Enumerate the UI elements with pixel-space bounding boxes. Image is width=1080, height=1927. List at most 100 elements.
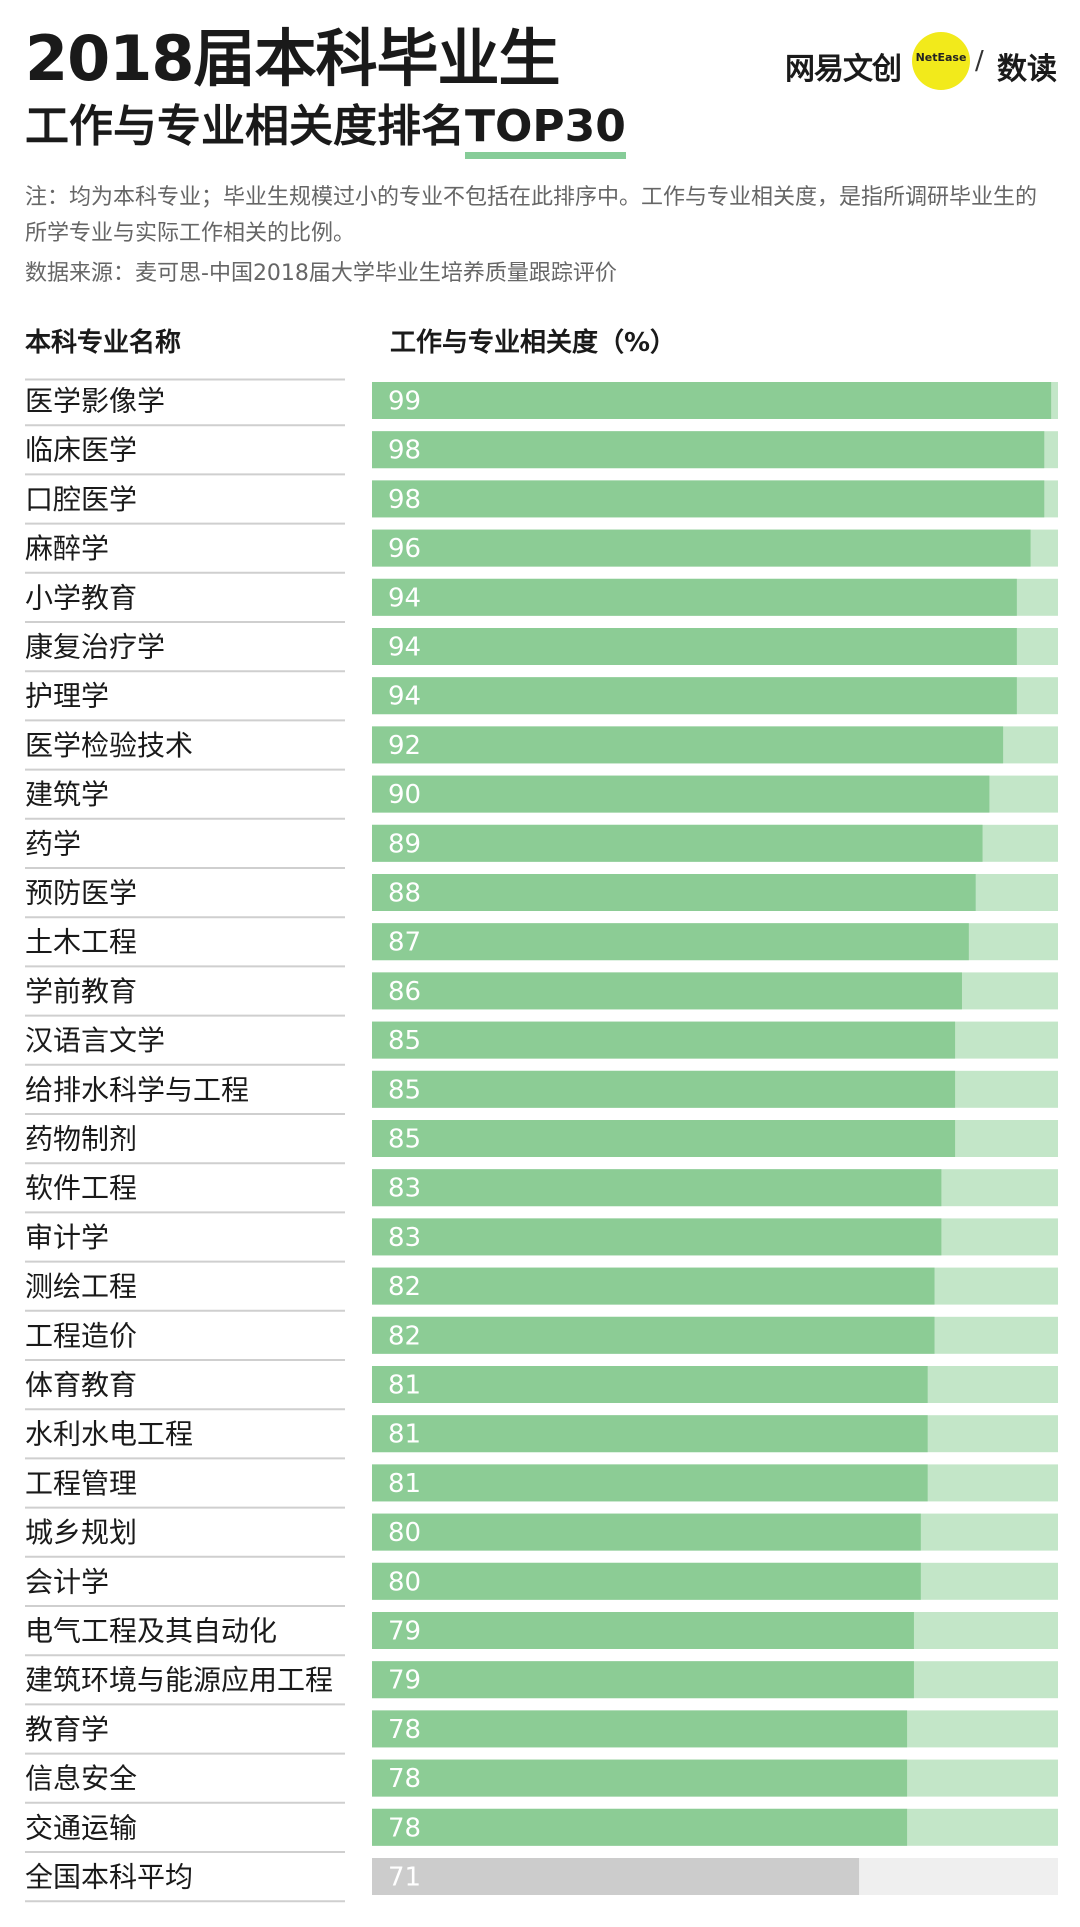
header: 2018届本科毕业生 工作与专业相关度排名TOP30 网易文创 NetEase …: [25, 22, 1057, 172]
bar: [372, 1021, 956, 1059]
category-label: 教育学: [25, 1713, 109, 1746]
data-label: 94: [388, 682, 421, 712]
bar: [372, 529, 1031, 567]
category-label: 工程管理: [25, 1467, 137, 1500]
title-highlight-top30: TOP30: [465, 102, 626, 159]
data-label: 80: [388, 1518, 421, 1548]
category-label: 麻醉学: [25, 532, 109, 565]
title-line-2: 工作与专业相关度排名TOP30: [25, 100, 626, 159]
category-label: 土木工程: [25, 926, 137, 959]
brand-shudu: 数读: [997, 52, 1057, 87]
data-label: 98: [388, 436, 421, 466]
bar: [372, 1366, 928, 1403]
data-label: 81: [388, 1420, 421, 1450]
bar: [372, 1710, 908, 1748]
bar: [372, 923, 969, 961]
category-label: 康复治疗学: [25, 631, 165, 664]
bar: [372, 824, 983, 862]
category-label: 汉语言文学: [25, 1024, 165, 1057]
brand-netease-text: NetEase: [915, 51, 967, 64]
category-label: 给排水科学与工程: [25, 1073, 249, 1106]
bar: [372, 677, 1017, 715]
bar: [372, 578, 1017, 616]
bar: [372, 1218, 942, 1256]
data-label: 82: [388, 1272, 421, 1302]
bar: [372, 775, 990, 813]
bar: [372, 628, 1017, 665]
bar: [372, 1513, 921, 1551]
bar: [372, 1759, 908, 1797]
category-label: 体育教育: [25, 1369, 137, 1402]
category-label: 临床医学: [25, 434, 137, 467]
bar: [372, 1070, 956, 1108]
data-label: 78: [388, 1813, 421, 1843]
average-bar: [372, 1858, 860, 1895]
column-header-relevance: 工作与专业相关度（%）: [390, 328, 677, 358]
category-label: 建筑学: [25, 778, 109, 811]
category-label: 电气工程及其自动化: [25, 1615, 277, 1648]
data-label: 90: [388, 780, 421, 810]
bar: [372, 1267, 935, 1305]
data-label: 83: [388, 1174, 421, 1204]
source-text: 数据来源：麦可思-中国2018届大学毕业生培养质量跟踪评价: [25, 261, 617, 286]
brand-logo: 网易文创 NetEase / 数读: [785, 32, 1057, 92]
category-label: 城乡规划: [25, 1516, 137, 1549]
bar: [372, 1612, 914, 1649]
bar: [372, 480, 1045, 518]
data-label: 92: [388, 731, 421, 761]
bar: [372, 431, 1045, 469]
notes: 注：均为本科专业；毕业生规模过小的专业不包括在此排序中。工作与专业相关度，是指所…: [25, 180, 1055, 292]
data-label: 86: [388, 977, 421, 1007]
data-label: 79: [388, 1617, 421, 1647]
data-label: 99: [388, 387, 421, 417]
brand-wangyi-wenchuang: 网易文创: [785, 52, 902, 87]
title-line-1: 2018届本科毕业生: [25, 22, 561, 95]
data-label: 94: [388, 583, 421, 613]
bar: [372, 874, 976, 911]
category-label: 医学影像学: [25, 385, 165, 418]
category-label: 小学教育: [25, 581, 137, 614]
data-label: 89: [388, 829, 421, 859]
category-label: 护理学: [25, 680, 109, 713]
brand-yellow-dot-icon: NetEase: [912, 32, 970, 90]
bar: [372, 1120, 956, 1157]
category-label: 工程造价: [25, 1319, 137, 1352]
category-label: 软件工程: [25, 1172, 137, 1205]
category-label: 建筑环境与能源应用工程: [25, 1664, 333, 1697]
category-label: 口腔医学: [25, 483, 137, 516]
bar: [372, 1464, 928, 1502]
column-headers: 本科专业名称 工作与专业相关度（%）: [25, 322, 1055, 362]
category-label: 学前教育: [25, 975, 137, 1008]
category-label: 全国本科平均: [25, 1861, 193, 1894]
data-label: 85: [388, 1026, 421, 1056]
data-label: 81: [388, 1371, 421, 1401]
data-label: 78: [388, 1715, 421, 1745]
data-label: 98: [388, 485, 421, 515]
category-label: 测绘工程: [25, 1270, 137, 1303]
bar: [372, 1808, 908, 1846]
data-label: 71: [388, 1863, 421, 1893]
bar: [372, 382, 1052, 419]
bar: [372, 1316, 935, 1354]
data-label: 83: [388, 1223, 421, 1253]
column-header-major: 本科专业名称: [25, 328, 182, 358]
bar: [372, 1562, 921, 1600]
data-label: 82: [388, 1321, 421, 1351]
category-label: 预防医学: [25, 877, 137, 910]
bar: [372, 726, 1004, 764]
title-line-2-main: 工作与专业相关度排名: [25, 101, 465, 152]
note-text: 注：均为本科专业；毕业生规模过小的专业不包括在此排序中。工作与专业相关度，是指所…: [25, 185, 1038, 246]
bar: [372, 972, 962, 1010]
category-label: 医学检验技术: [25, 729, 193, 762]
data-label: 96: [388, 534, 421, 564]
category-label: 审计学: [25, 1221, 109, 1254]
data-label: 80: [388, 1567, 421, 1597]
category-label: 信息安全: [25, 1762, 137, 1795]
data-label: 85: [388, 1075, 421, 1105]
category-label: 会计学: [25, 1565, 109, 1598]
bar: [372, 1169, 942, 1207]
bar: [372, 1661, 914, 1699]
category-label: 水利水电工程: [25, 1418, 193, 1451]
category-label: 药物制剂: [25, 1123, 137, 1156]
